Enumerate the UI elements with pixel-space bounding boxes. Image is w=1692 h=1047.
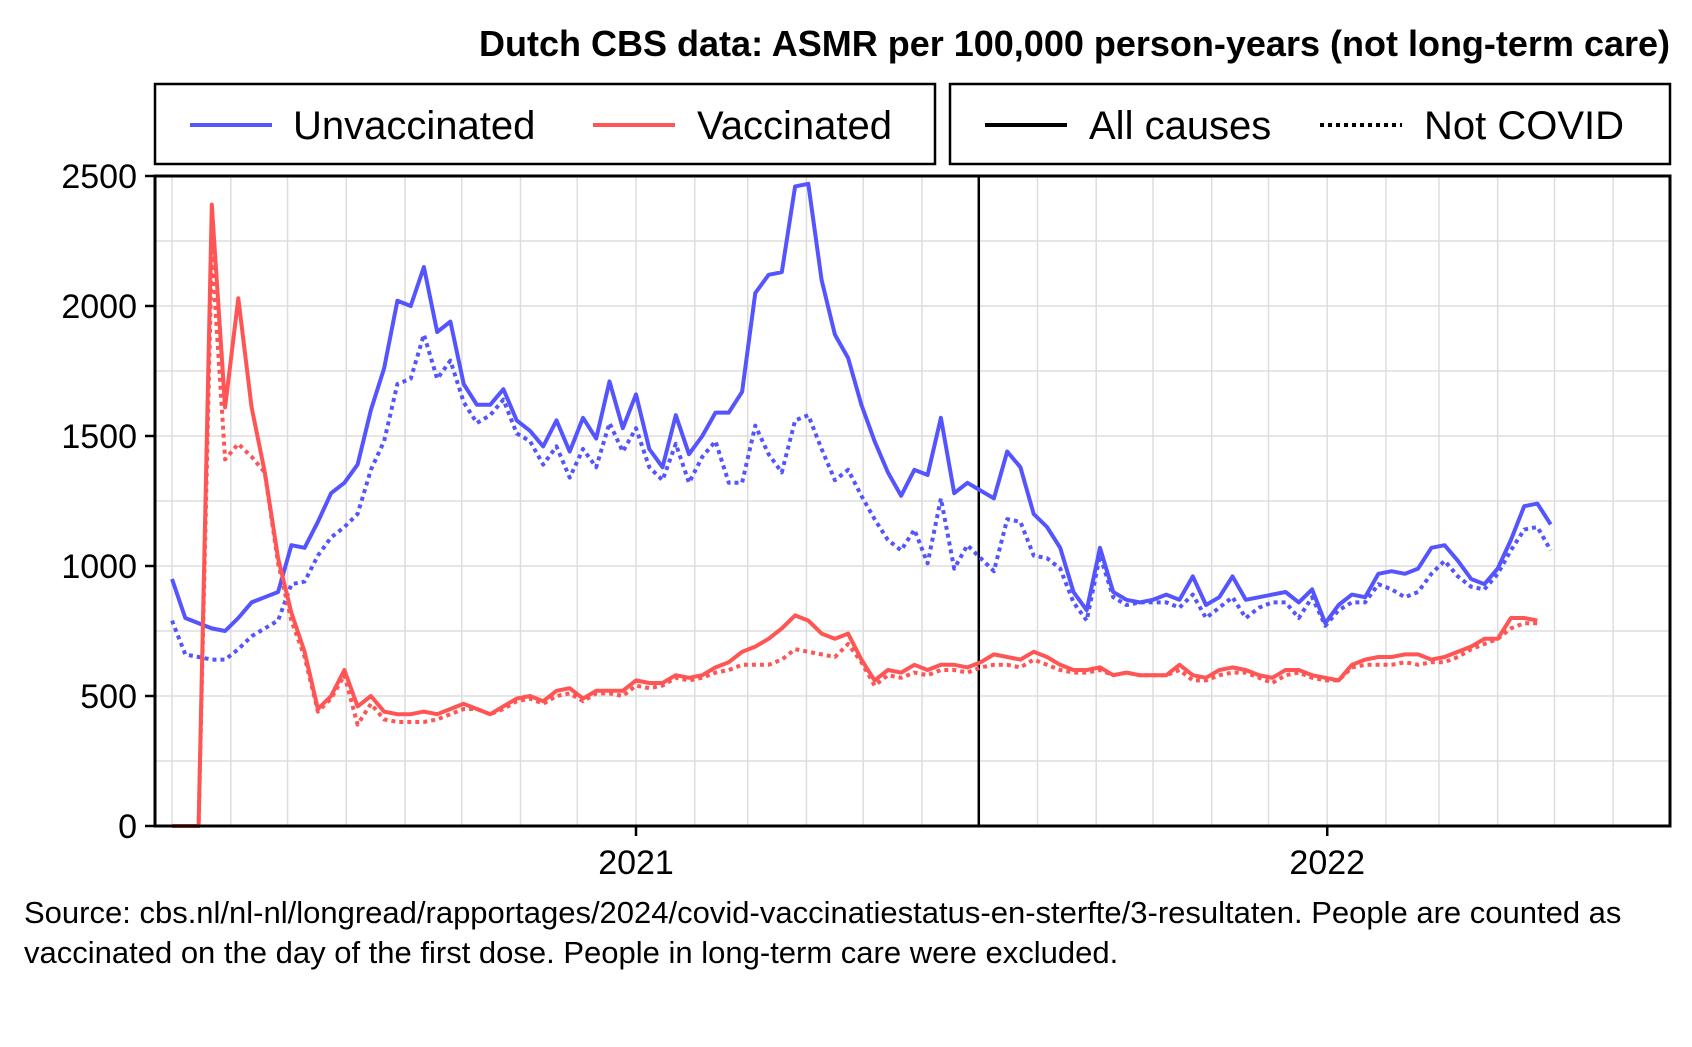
legend-label-unvaccinated: Unvaccinated <box>293 104 535 148</box>
y-tick-label: 2500 <box>61 158 137 196</box>
source-caption: Source: cbs.nl/nl-nl/longread/rapportage… <box>24 895 1622 970</box>
legend-right-box <box>948 82 1672 166</box>
legend-label-not-covid: Not COVID <box>1424 104 1624 148</box>
series-line-vaccinated-all-causes <box>172 202 1538 828</box>
y-tick-label: 1000 <box>61 548 137 586</box>
x-axis-tick-labels: 2021 2022 <box>598 826 1365 882</box>
plot-border <box>153 174 1672 828</box>
y-tick-label: 2000 <box>61 288 137 326</box>
legend-left-box <box>153 82 937 166</box>
y-axis-tick-labels: 0 500 1000 1500 2000 2500 <box>61 158 155 846</box>
y-tick-label: 0 <box>118 808 137 846</box>
legend-label-all-causes: All causes <box>1089 104 1271 148</box>
legend-right: All causes Not COVID <box>948 82 1672 166</box>
series-line-unvaccinated-all-causes <box>170 181 1553 633</box>
grid <box>155 175 1671 827</box>
series-line-unvaccinated-not-covid <box>170 332 1553 662</box>
chart-title: Dutch CBS data: ASMR per 100,000 person-… <box>479 23 1670 64</box>
y-tick-label: 500 <box>80 678 137 716</box>
series-lines <box>170 181 1553 828</box>
plot-frame <box>153 174 1672 828</box>
legend-left: Unvaccinated Vaccinated <box>153 82 937 166</box>
legend-label-vaccinated: Vaccinated <box>697 104 892 148</box>
y-tick-label: 1500 <box>61 418 137 456</box>
series-line-vaccinated-not-covid <box>172 249 1538 828</box>
x-tick-label: 2022 <box>1289 844 1365 882</box>
x-tick-label: 2021 <box>598 844 674 882</box>
